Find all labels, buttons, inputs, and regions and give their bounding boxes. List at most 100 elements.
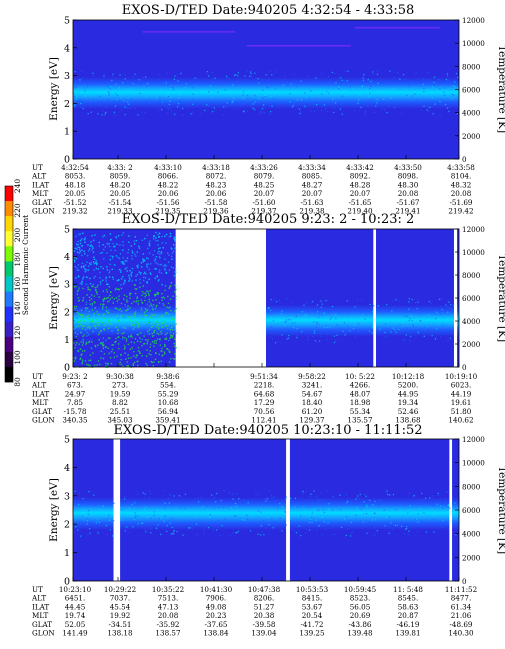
- table-cell: 129.37: [299, 416, 325, 425]
- table-cell: 4:33:42: [346, 163, 374, 172]
- noise-pixel: [146, 82, 149, 85]
- broadband-pixel: [129, 297, 131, 299]
- broadband-pixel: [78, 343, 80, 345]
- noise-pixel: [358, 99, 360, 101]
- table-cell: -34.51: [108, 620, 131, 629]
- noise-pixel: [283, 513, 286, 515]
- noise-pixel: [373, 534, 376, 536]
- noise-pixel: [151, 306, 153, 308]
- noise-pixel: [458, 318, 461, 320]
- broadband-pixel: [166, 332, 168, 335]
- noise-pixel: [328, 92, 330, 94]
- table-cell: 20.54: [302, 611, 323, 620]
- noise-pixel: [124, 74, 126, 76]
- noise-pixel: [381, 108, 383, 110]
- noise-pixel: [194, 77, 196, 79]
- noise-pixel: [357, 102, 359, 104]
- broadband-pixel: [117, 288, 119, 291]
- noise-pixel: [443, 91, 445, 93]
- broadband-pixel: [120, 284, 122, 286]
- broadband-pixel: [109, 298, 112, 300]
- noise-pixel: [85, 303, 87, 305]
- broadband-pixel: [139, 341, 142, 343]
- noise-pixel: [349, 535, 352, 537]
- noise-pixel: [267, 311, 269, 314]
- broadband-pixel: [118, 279, 120, 281]
- broadband-pixel: [94, 364, 96, 367]
- table-cell: 19.61: [451, 398, 472, 407]
- broadband-pixel: [112, 302, 115, 304]
- broadband-pixel: [141, 239, 144, 241]
- broadband-pixel: [128, 315, 130, 318]
- broadband-pixel: [112, 278, 115, 280]
- noise-pixel: [182, 107, 184, 110]
- table-cell: 9:58:22: [298, 372, 326, 381]
- noise-pixel: [352, 88, 354, 90]
- noise-pixel: [118, 86, 120, 88]
- noise-pixel: [258, 98, 260, 100]
- noise-pixel: [171, 526, 173, 529]
- broadband-pixel: [82, 335, 84, 338]
- noise-pixel: [331, 496, 334, 498]
- noise-pixel: [372, 311, 374, 313]
- noise-pixel: [342, 330, 344, 332]
- noise-pixel: [165, 82, 167, 84]
- broadband-pixel: [142, 259, 144, 261]
- broadband-pixel: [158, 232, 161, 234]
- noise-pixel: [450, 332, 452, 335]
- noise-pixel: [302, 490, 304, 492]
- broadband-pixel: [107, 347, 109, 349]
- broadband-pixel: [78, 300, 80, 302]
- noise-pixel: [137, 523, 139, 525]
- broadband-pixel: [117, 234, 120, 237]
- broadband-pixel: [149, 346, 151, 348]
- table-cell: 54.67: [302, 389, 323, 398]
- noise-pixel: [308, 515, 310, 517]
- noise-pixel: [154, 320, 156, 322]
- noise-pixel: [154, 308, 156, 310]
- noise-pixel: [341, 79, 343, 81]
- noise-pixel: [126, 107, 128, 109]
- noise-pixel: [452, 102, 454, 104]
- broadband-pixel: [79, 282, 82, 285]
- noise-pixel: [384, 80, 386, 82]
- noise-pixel: [91, 303, 93, 305]
- noise-pixel: [172, 83, 174, 86]
- broadband-pixel: [127, 357, 130, 359]
- noise-pixel: [407, 512, 409, 514]
- noise-pixel: [439, 114, 441, 116]
- broadband-pixel: [92, 330, 94, 333]
- noise-pixel: [167, 109, 169, 111]
- noise-pixel: [392, 494, 395, 496]
- broadband-pixel: [137, 346, 140, 349]
- noise-pixel: [365, 111, 367, 113]
- noise-pixel: [215, 501, 217, 503]
- noise-pixel: [412, 95, 414, 97]
- table-cell: 340.35: [62, 416, 88, 425]
- noise-pixel: [124, 332, 126, 334]
- noise-pixel: [386, 490, 388, 492]
- noise-pixel: [284, 324, 286, 326]
- noise-pixel: [331, 305, 334, 308]
- broadband-pixel: [141, 302, 143, 304]
- noise-pixel: [257, 78, 259, 80]
- noise-pixel: [313, 317, 315, 319]
- noise-pixel: [333, 335, 335, 337]
- noise-pixel: [277, 102, 279, 104]
- broadband-pixel: [81, 353, 83, 355]
- table-cell: 3241.: [302, 381, 323, 390]
- broadband-pixel: [144, 292, 147, 295]
- noise-pixel: [142, 76, 144, 79]
- noise-pixel: [323, 511, 325, 514]
- noise-pixel: [345, 332, 347, 334]
- table-cell: 6451.: [65, 594, 86, 603]
- broadband-pixel: [100, 357, 102, 359]
- y2-tick-label: 4000: [462, 109, 481, 118]
- noise-pixel: [77, 327, 79, 330]
- table-cell: 141.49: [62, 629, 88, 638]
- noise-pixel: [323, 327, 325, 329]
- noise-pixel: [339, 492, 341, 494]
- noise-pixel: [342, 319, 345, 321]
- broadband-pixel: [159, 338, 161, 341]
- broadband-pixel: [158, 361, 160, 363]
